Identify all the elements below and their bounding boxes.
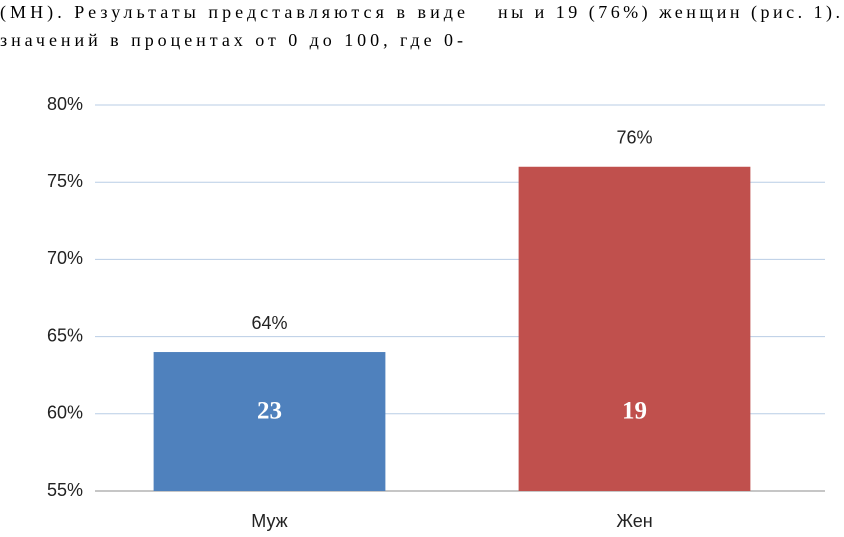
- y-tick-label: 70%: [47, 248, 83, 268]
- bar: [518, 166, 751, 491]
- count-label: 19: [622, 398, 647, 425]
- bar: [153, 352, 386, 491]
- paragraph-line: ны и 19 (76%) женщин (рис. 1).: [498, 2, 840, 23]
- value-label: 76%: [616, 128, 652, 148]
- x-tick-label: Муж: [251, 511, 287, 531]
- y-tick-label: 65%: [47, 325, 83, 345]
- y-tick-label: 55%: [47, 480, 83, 500]
- paragraph-line: (МН). Результаты представляются в виде: [0, 2, 465, 23]
- value-label: 64%: [251, 313, 287, 333]
- y-tick-label: 60%: [47, 403, 83, 423]
- y-tick-label: 80%: [47, 94, 83, 114]
- y-tick-label: 75%: [47, 171, 83, 191]
- paragraph-line: значений в процентах от 0 до 100, где 0-: [0, 30, 463, 50]
- count-label: 23: [257, 398, 282, 425]
- x-tick-label: Жен: [616, 511, 652, 531]
